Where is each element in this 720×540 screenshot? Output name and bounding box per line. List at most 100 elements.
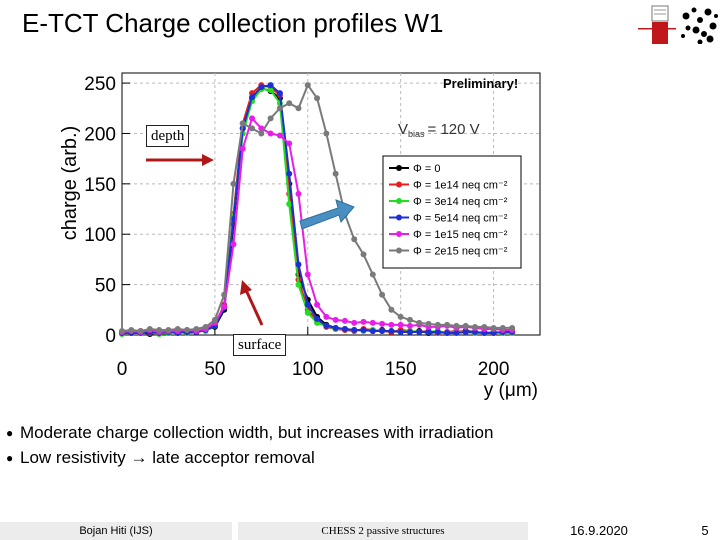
data-point (286, 170, 293, 177)
slide-title: E-TCT Charge collection profiles W1 (22, 8, 444, 38)
data-point (509, 324, 516, 331)
legend-marker (396, 214, 402, 221)
data-point (332, 324, 339, 331)
data-point (323, 322, 330, 329)
data-point (397, 328, 404, 335)
data-point (416, 328, 423, 335)
data-point (295, 281, 302, 288)
data-point (156, 326, 163, 333)
legend-label: Φ = 0 (413, 163, 440, 175)
data-point (490, 324, 497, 331)
legend-label: Φ = 1e14 neq cm⁻² (413, 180, 508, 192)
bullet-dot-icon: ● (6, 451, 14, 465)
data-point (314, 95, 321, 102)
data-point (351, 326, 358, 333)
data-point (332, 170, 339, 177)
legend-entry: Φ = 2e15 neq cm⁻² (389, 246, 508, 258)
data-point (249, 125, 256, 132)
data-point (295, 261, 302, 268)
data-point (462, 322, 469, 329)
legend-label: Φ = 1e15 neq cm⁻² (413, 229, 508, 241)
footer: Bojan Hiti (IJS) CHESS 2 passive structu… (0, 522, 720, 540)
x-axis-label: y (μm) (484, 380, 538, 401)
legend-marker (396, 181, 402, 188)
depth-label: depth (146, 125, 190, 147)
data-point (239, 145, 246, 152)
data-point (230, 180, 237, 187)
data-point (369, 327, 376, 334)
bullet-item: ● Low resistivity → late acceptor removal (6, 448, 493, 468)
y-tick-label: 200 (84, 124, 116, 145)
data-point (425, 320, 432, 327)
data-point (295, 105, 302, 112)
preliminary-label: Preliminary! (443, 76, 519, 91)
y-axis-label: charge (arb.) (59, 126, 81, 241)
bullet-text: Low resistivity → late acceptor removal (20, 448, 315, 467)
data-point (267, 115, 274, 122)
data-point (267, 130, 274, 137)
legend-marker (396, 165, 402, 171)
data-point (221, 303, 228, 310)
surface-arrow (244, 289, 264, 326)
data-point (444, 329, 451, 336)
data-point (230, 241, 237, 248)
data-point (267, 87, 274, 94)
legend-marker (396, 247, 402, 254)
data-point (174, 325, 181, 332)
institute-logo (638, 5, 718, 44)
legend-marker (396, 198, 402, 204)
axis-ticks: 0 50 100 150 200 250 0 50 100 150 200 (84, 74, 509, 380)
data-point (295, 190, 302, 197)
footer-date: 16.9.2020 (534, 522, 664, 540)
legend-entry: Φ = 1e15 neq cm⁻² (389, 229, 508, 241)
y-tick-label: 150 (84, 175, 116, 196)
data-point (341, 317, 348, 324)
legend-label: Φ = 5e14 neq cm⁻² (413, 213, 508, 225)
bias-label: Vbias = 120 V (398, 121, 480, 139)
data-point (286, 201, 293, 207)
data-point (471, 323, 478, 330)
data-point (249, 115, 256, 122)
data-point (267, 82, 274, 89)
data-point (481, 323, 488, 330)
legend-entry: Φ = 5e14 neq cm⁻² (389, 213, 508, 225)
data-point (444, 321, 451, 328)
x-tick-label: 150 (385, 359, 417, 380)
data-point (379, 291, 386, 298)
y-tick-label: 0 (105, 326, 116, 347)
footer-author: Bojan Hiti (IJS) (0, 522, 232, 540)
data-point (314, 315, 321, 322)
data-point (434, 321, 441, 328)
data-point (202, 323, 209, 330)
data-point (276, 90, 283, 97)
series-5 (119, 82, 516, 334)
data-point (276, 132, 283, 139)
legend-entry: Φ = 1e14 neq cm⁻² (389, 180, 508, 192)
x-tick-label: 50 (204, 359, 225, 380)
data-point (258, 84, 265, 91)
plot-frame (121, 72, 541, 336)
data-point (239, 120, 246, 127)
bullet-text: Moderate charge collection width, but in… (20, 423, 494, 442)
data-point (165, 326, 172, 333)
data-point (184, 326, 191, 333)
data-point (462, 328, 469, 335)
x-tick-label: 200 (478, 359, 510, 380)
data-point (388, 321, 395, 328)
data-point (304, 82, 311, 89)
legend-box (382, 155, 522, 269)
x-tick-label: 100 (292, 359, 324, 380)
data-point (119, 327, 125, 334)
data-point (434, 328, 441, 335)
data-point (276, 105, 283, 112)
data-point (193, 325, 200, 332)
y-tick-label: 50 (95, 276, 116, 297)
data-point (360, 326, 367, 333)
data-point (351, 236, 358, 243)
legend-label: Φ = 3e14 neq cm⁻² (413, 196, 508, 208)
legend-entry: Φ = 0 (389, 163, 440, 175)
bullet-dot-icon: ● (6, 426, 14, 440)
data-point (249, 94, 256, 101)
data-point (128, 326, 135, 333)
